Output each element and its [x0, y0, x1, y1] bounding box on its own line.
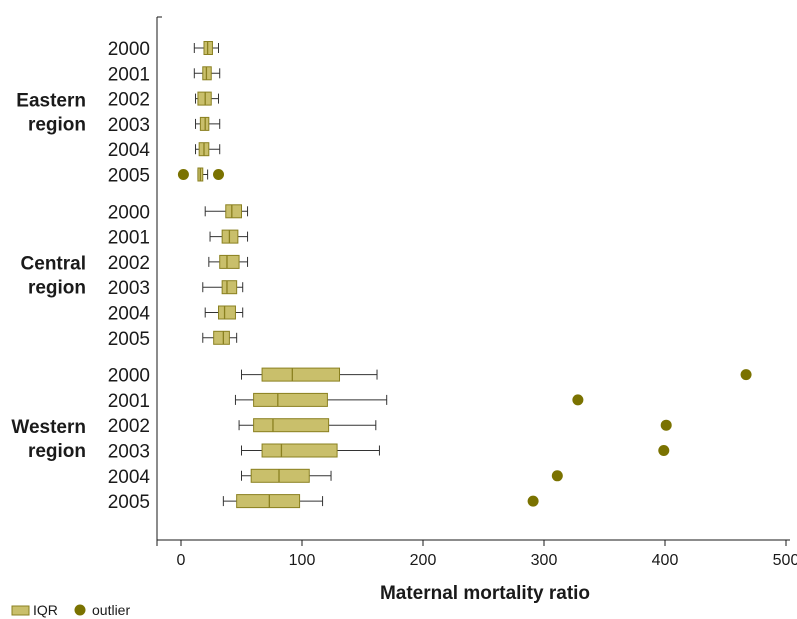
year-label: 2004	[108, 304, 151, 325]
region-label: Western	[11, 417, 86, 438]
legend-iqr-swatch	[11, 605, 30, 616]
year-label: 2001	[108, 64, 150, 85]
year-label: 2000	[108, 39, 150, 60]
iqr-box	[253, 418, 330, 433]
x-tick-label: 400	[652, 552, 679, 569]
iqr-box	[236, 494, 301, 509]
outlier-point	[213, 169, 225, 180]
iqr-box	[225, 204, 243, 219]
x-tick-label: 200	[410, 552, 437, 569]
year-label: 2002	[108, 90, 150, 111]
year-label: 2000	[108, 202, 150, 223]
box-row: 2000	[108, 202, 249, 223]
region-label: region	[28, 114, 86, 135]
x-tick-label: 300	[531, 552, 558, 569]
region-group: Western region 2000 2001 2002 2003 2004 2005	[11, 366, 752, 513]
outlier-point	[572, 394, 584, 406]
iqr-box	[213, 330, 230, 345]
box-row: 2005	[108, 492, 539, 513]
x-axis-title: Maternal mortality ratio	[380, 583, 590, 604]
x-axis-ticks: 0 100 200 300 400 500	[177, 540, 797, 569]
box-row: 2003	[108, 278, 244, 299]
iqr-box	[221, 280, 238, 295]
x-tick-label: 0	[177, 552, 186, 569]
iqr-box	[261, 443, 338, 458]
region-label: Central	[21, 254, 86, 275]
box-row: 2000	[108, 366, 752, 387]
box-row: 2001	[108, 391, 584, 412]
legend-outlier-label: outlier	[92, 602, 130, 618]
region-label: region	[28, 441, 86, 462]
box-row: 2004	[108, 304, 244, 325]
region-label: region	[28, 278, 86, 299]
year-label: 2004	[108, 140, 151, 161]
iqr-box	[250, 468, 310, 483]
box-row: 2002	[108, 90, 220, 111]
box-row: 2002	[108, 416, 672, 437]
year-label: 2001	[108, 228, 150, 249]
plot-area: Easternregion200020012002200320042005Cen…	[11, 16, 752, 546]
box-row: 2005	[108, 329, 238, 350]
outlier-point	[551, 470, 563, 482]
iqr-box	[218, 305, 236, 320]
region-group: Central region 2000 2001 2002 2003 2004 2005	[21, 202, 249, 350]
year-label: 2003	[108, 115, 150, 136]
box-row: 2004	[108, 467, 563, 488]
year-label: 2001	[108, 391, 150, 412]
year-label: 2005	[108, 329, 150, 350]
iqr-box	[253, 392, 328, 407]
legend: IQR outlier	[11, 602, 130, 618]
box-row: 2004	[108, 140, 221, 161]
year-label: 2005	[108, 492, 150, 513]
outlier-point	[177, 169, 189, 180]
box-row: 2000	[108, 39, 220, 60]
iqr-box	[261, 367, 341, 382]
year-label: 2004	[108, 467, 151, 488]
legend-iqr-label: IQR	[33, 602, 58, 618]
outlier-point	[527, 495, 539, 507]
year-label: 2002	[108, 416, 150, 437]
region-label: Eastern	[16, 90, 86, 111]
outlier-point	[658, 445, 670, 456]
year-label: 2003	[108, 442, 150, 463]
box-row: 2003	[108, 442, 670, 463]
outlier-point	[660, 419, 672, 431]
x-tick-label: 500	[773, 552, 797, 569]
box-row: 2001	[108, 64, 221, 85]
region-group: Eastern region 2000 2001 2002 2003 2004 2005	[16, 39, 225, 187]
iqr-box	[219, 254, 240, 269]
box-row: 2003	[108, 115, 221, 136]
year-label: 2000	[108, 366, 150, 387]
box-row: 2001	[108, 228, 249, 249]
legend-outlier-swatch	[74, 604, 86, 616]
year-label: 2005	[108, 166, 150, 187]
outlier-point	[740, 369, 752, 381]
year-label: 2003	[108, 278, 150, 299]
box-row: 2005	[108, 166, 225, 187]
box-row: 2002	[108, 253, 249, 274]
year-label: 2002	[108, 253, 150, 274]
x-tick-label: 100	[289, 552, 316, 569]
